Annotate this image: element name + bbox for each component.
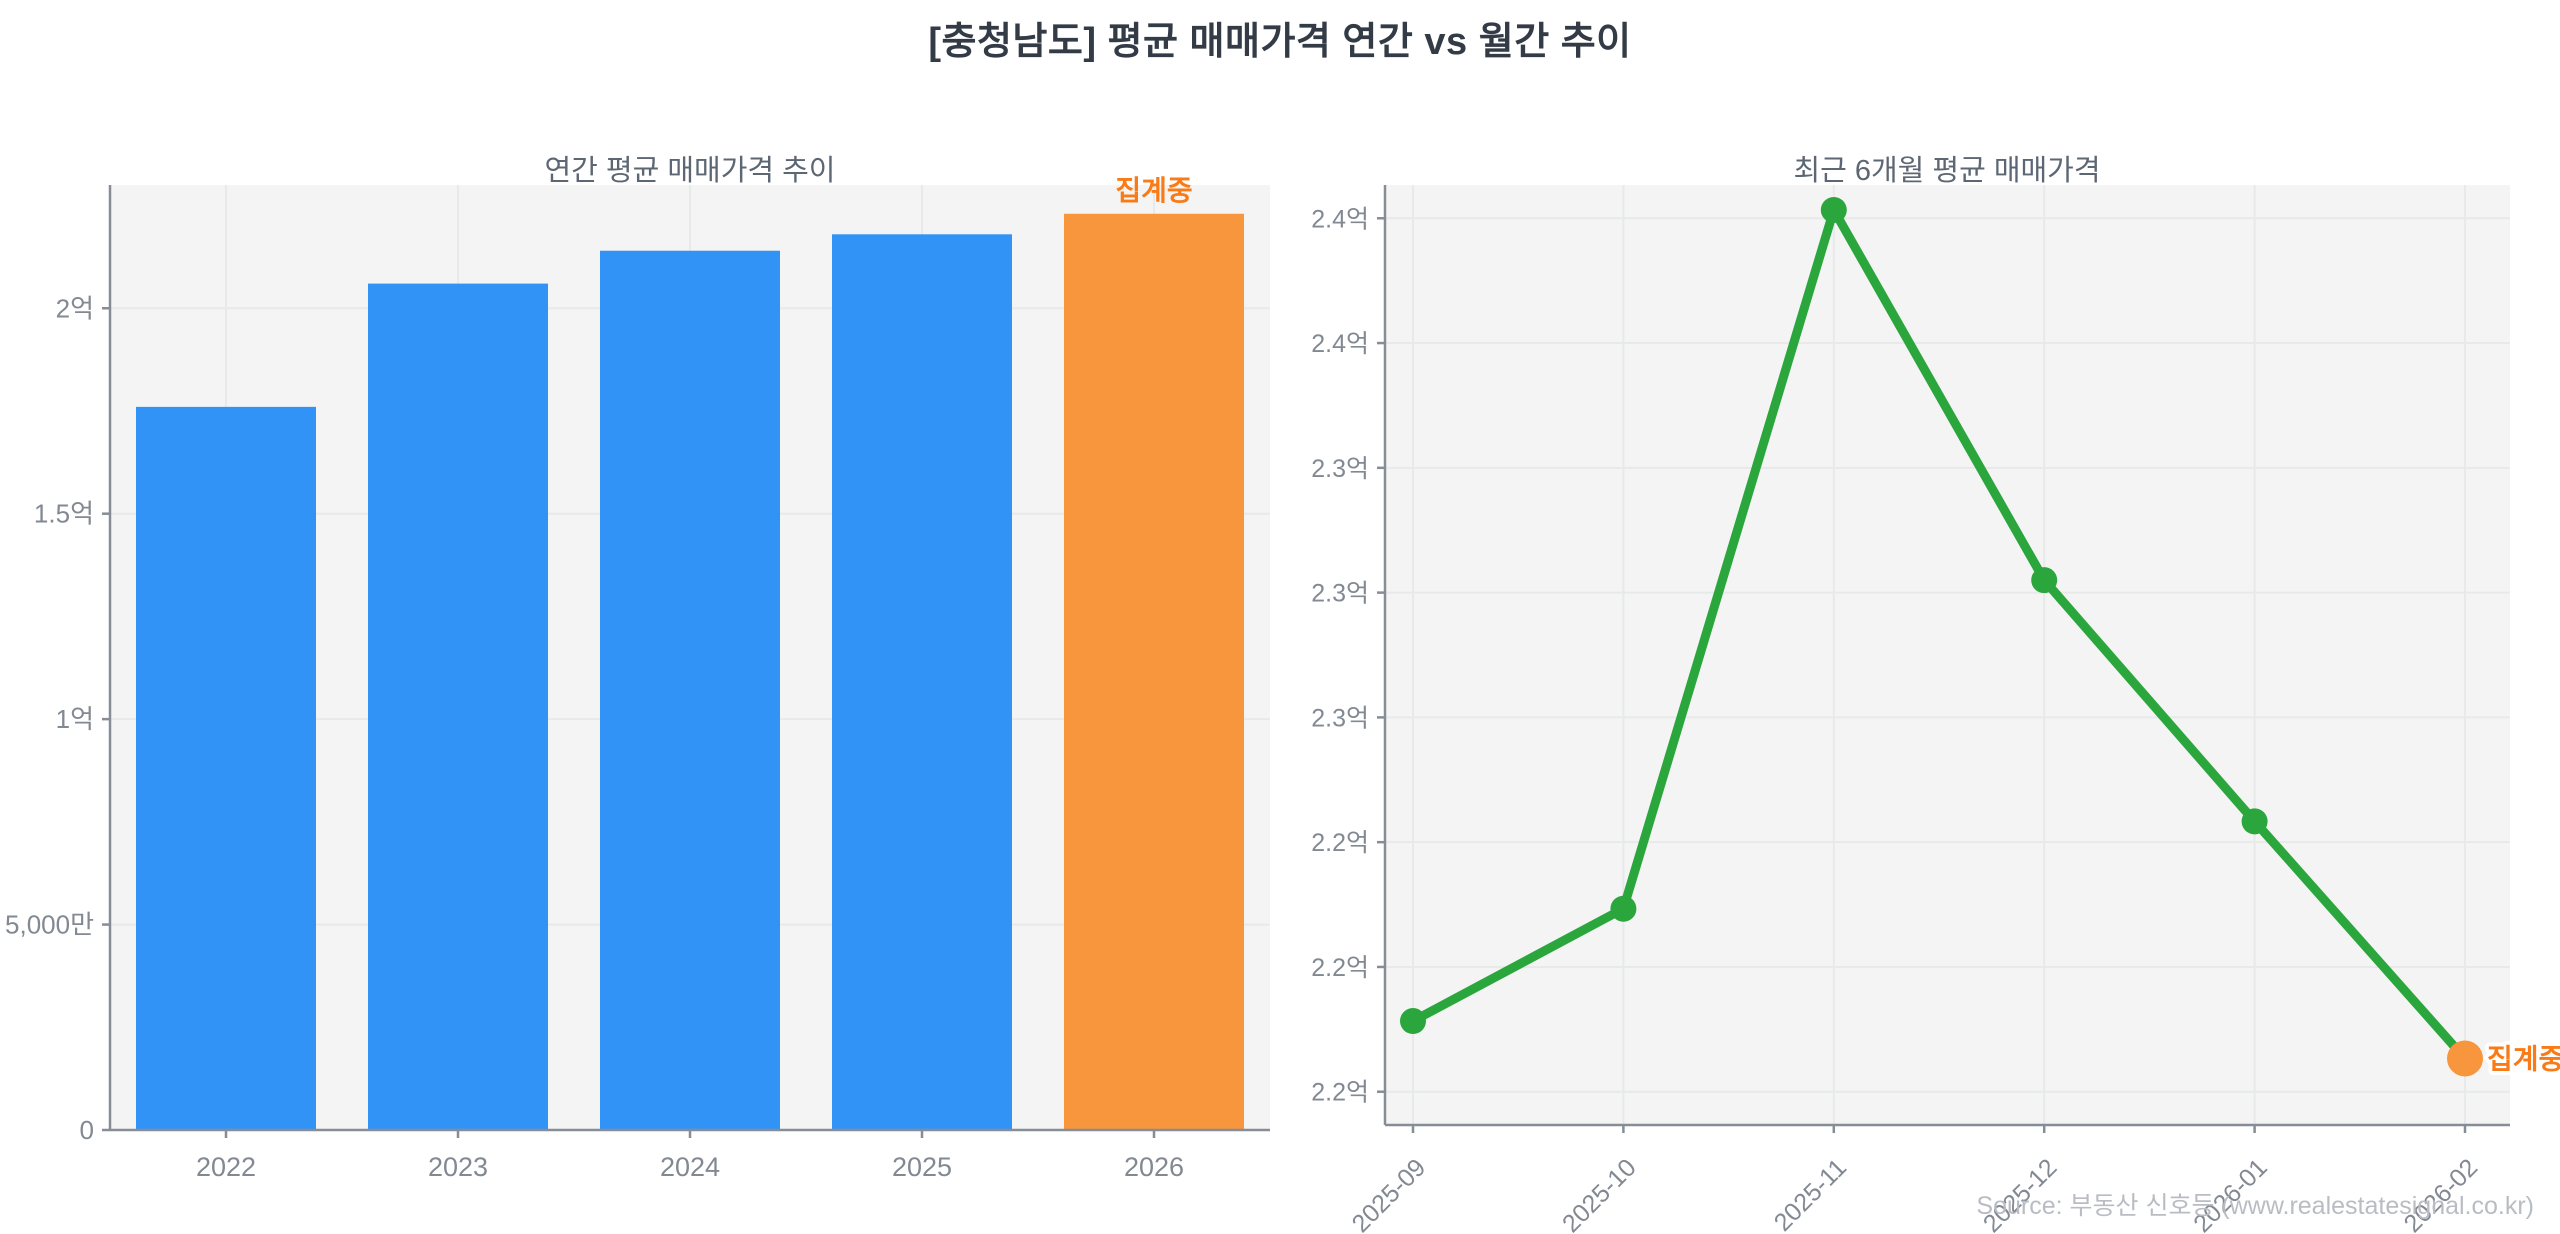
y-tick-label: 2억	[56, 293, 94, 323]
line-chart-title: 최근 6개월 평균 매매가격	[1793, 154, 2100, 187]
line-plot-background	[1385, 185, 2510, 1125]
y-tick-label: 2.2억	[1311, 1079, 1369, 1107]
bar-chart-title: 연간 평균 매매가격 추이	[545, 155, 836, 187]
y-tick-label: 2.3억	[1311, 455, 1369, 483]
point-2025-12	[2031, 567, 2058, 594]
x-tick-label-2025-10: 2025-10	[1557, 1153, 1642, 1234]
page-title: [충청남도] 평균 매매가격 연간 vs 월간 추이	[928, 21, 1632, 63]
y-tick-label: 2.3억	[1311, 704, 1369, 732]
y-tick-label: 1억	[56, 704, 94, 734]
y-tick-label: 0	[80, 1115, 94, 1145]
source-caption: Source: 부동산 신호등 (www.realestatesignal.co…	[1976, 1192, 2534, 1220]
point-2026-02	[2447, 1040, 2483, 1077]
monthly-line-chart: 최근 6개월 평균 매매가격 2.2억2.2억2.2억2.3억2.3억2.3억2…	[1311, 154, 2560, 1234]
x-tick-label-2026: 2026	[1124, 1152, 1184, 1182]
point-2025-10	[1610, 895, 1637, 922]
bar-2025	[832, 234, 1012, 1131]
y-tick-label: 5,000만	[5, 910, 94, 940]
bar-2022	[136, 406, 316, 1130]
x-tick-label-2022: 2022	[196, 1152, 256, 1182]
x-tick-label-2025: 2025	[892, 1152, 952, 1182]
line-annotation: 집계중	[2487, 1043, 2560, 1074]
x-tick-label-2025-09: 2025-09	[1347, 1153, 1432, 1234]
y-tick-label: 2.2억	[1311, 829, 1369, 857]
bar-annotation: 집계중	[1115, 175, 1192, 206]
y-tick-label: 2.3억	[1311, 580, 1369, 608]
point-2025-09	[1400, 1008, 1426, 1035]
point-2025-11	[1820, 196, 1847, 223]
x-tick-label-2024: 2024	[660, 1152, 720, 1182]
y-tick-label: 1.5억	[34, 499, 94, 529]
x-tick-label-2025-11: 2025-11	[1769, 1153, 1852, 1234]
annual-bar-chart: 연간 평균 매매가격 추이 0 5,000만 1억 1.5억 2억 2022 2023 202…	[5, 155, 1270, 1182]
bar-2026	[1064, 213, 1244, 1130]
bar-2024	[600, 250, 780, 1130]
bar-2023	[368, 283, 548, 1130]
bar-plot-area: 0 5,000만 1억 1.5억 2억 2022 2023 2024 2025 2026 집계중	[5, 175, 1270, 1182]
x-tick-label-2023: 2023	[428, 1152, 488, 1182]
price-line	[1408, 205, 2470, 1063]
y-tick-label: 2.4억	[1311, 205, 1369, 233]
point-2026-01	[2241, 808, 2268, 835]
y-tick-label: 2.4억	[1311, 330, 1369, 358]
y-tick-label: 2.2억	[1311, 954, 1369, 982]
line-plot-area: 2.2억 2.2억 2.2억 2.3억 2.3억 2.3억 2.4억 2.4억 2025-09 2…	[1311, 185, 2560, 1234]
